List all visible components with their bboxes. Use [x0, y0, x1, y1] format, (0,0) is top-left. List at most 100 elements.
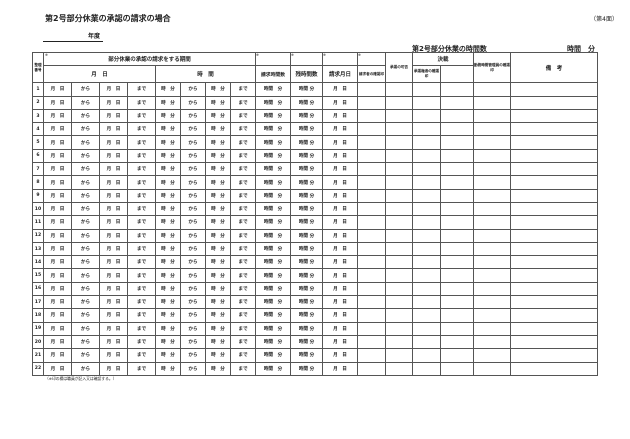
request-hours-cell[interactable]: 時間 分 [255, 295, 291, 310]
request-hours-cell[interactable]: 時間 分 [255, 201, 291, 217]
remarks-cell[interactable] [510, 215, 598, 230]
request-hours-cell[interactable]: 時間 分 [255, 348, 291, 363]
end-date-cell[interactable]: 月 日 [99, 148, 128, 164]
approver-seal-cell[interactable] [412, 122, 441, 137]
manager-seal-cell[interactable] [473, 321, 511, 336]
request-date-cell[interactable]: 月 日 [322, 215, 358, 230]
from-cell[interactable]: から [71, 295, 100, 310]
from-cell[interactable]: から [71, 361, 100, 376]
from-cell[interactable]: から [180, 348, 206, 363]
start-date-cell[interactable]: 月 日 [43, 268, 72, 283]
end-date-cell[interactable]: 月 日 [99, 361, 128, 376]
to-cell[interactable]: まで [230, 281, 256, 297]
approval-cell[interactable] [385, 215, 413, 230]
remaining-hours-cell[interactable]: 時間 分 [290, 361, 323, 376]
manager-seal-cell[interactable] [473, 188, 511, 203]
remarks-cell[interactable] [510, 255, 598, 270]
year-input-line[interactable] [43, 41, 103, 42]
start-date-cell[interactable]: 月 日 [43, 321, 72, 336]
to-cell[interactable]: まで [230, 334, 256, 350]
to-cell[interactable]: まで [127, 321, 156, 336]
request-date-cell[interactable]: 月 日 [322, 308, 358, 323]
request-hours-cell[interactable]: 時間 分 [255, 188, 291, 203]
end-time-cell[interactable]: 時 分 [205, 95, 231, 110]
approval-cell[interactable] [385, 241, 413, 257]
to-cell[interactable]: まで [230, 361, 256, 376]
manager-seal-cell[interactable] [473, 201, 511, 217]
start-date-cell[interactable]: 月 日 [43, 82, 72, 97]
request-hours-cell[interactable]: 時間 分 [255, 308, 291, 323]
end-time-cell[interactable]: 時 分 [205, 201, 231, 217]
manager-seal-cell[interactable] [473, 295, 511, 310]
to-cell[interactable]: まで [127, 201, 156, 217]
to-cell[interactable]: まで [230, 215, 256, 230]
to-cell[interactable]: まで [230, 241, 256, 257]
approver-seal-cell[interactable] [412, 241, 441, 257]
remarks-cell[interactable] [510, 308, 598, 323]
request-date-cell[interactable]: 月 日 [322, 82, 358, 97]
remarks-cell[interactable] [510, 281, 598, 297]
from-cell[interactable]: から [71, 334, 100, 350]
end-date-cell[interactable]: 月 日 [99, 255, 128, 270]
approver-seal-2-cell[interactable] [440, 122, 474, 137]
start-time-cell[interactable]: 時 分 [155, 188, 181, 203]
requester-seal-cell[interactable] [357, 95, 386, 110]
request-date-cell[interactable]: 月 日 [322, 268, 358, 283]
request-date-cell[interactable]: 月 日 [322, 108, 358, 124]
start-date-cell[interactable]: 月 日 [43, 281, 72, 297]
start-time-cell[interactable]: 時 分 [155, 122, 181, 137]
end-time-cell[interactable]: 時 分 [205, 215, 231, 230]
approver-seal-cell[interactable] [412, 162, 441, 177]
to-cell[interactable]: まで [127, 241, 156, 257]
to-cell[interactable]: まで [230, 321, 256, 336]
approval-cell[interactable] [385, 281, 413, 297]
remaining-hours-cell[interactable]: 時間 分 [290, 308, 323, 323]
approval-cell[interactable] [385, 201, 413, 217]
request-hours-cell[interactable]: 時間 分 [255, 321, 291, 336]
from-cell[interactable]: から [180, 361, 206, 376]
request-hours-cell[interactable]: 時間 分 [255, 122, 291, 137]
start-date-cell[interactable]: 月 日 [43, 348, 72, 363]
end-time-cell[interactable]: 時 分 [205, 348, 231, 363]
approver-seal-2-cell[interactable] [440, 361, 474, 376]
from-cell[interactable]: から [71, 228, 100, 243]
to-cell[interactable]: まで [127, 361, 156, 376]
start-date-cell[interactable]: 月 日 [43, 108, 72, 124]
request-date-cell[interactable]: 月 日 [322, 281, 358, 297]
approval-cell[interactable] [385, 348, 413, 363]
approver-seal-cell[interactable] [412, 334, 441, 350]
from-cell[interactable]: から [71, 281, 100, 297]
from-cell[interactable]: から [71, 135, 100, 150]
end-time-cell[interactable]: 時 分 [205, 241, 231, 257]
from-cell[interactable]: から [180, 308, 206, 323]
from-cell[interactable]: から [180, 241, 206, 257]
to-cell[interactable]: まで [127, 215, 156, 230]
start-time-cell[interactable]: 時 分 [155, 108, 181, 124]
from-cell[interactable]: から [180, 295, 206, 310]
remaining-hours-cell[interactable]: 時間 分 [290, 255, 323, 270]
from-cell[interactable]: から [180, 148, 206, 164]
request-hours-cell[interactable]: 時間 分 [255, 135, 291, 150]
approver-seal-2-cell[interactable] [440, 255, 474, 270]
remaining-hours-cell[interactable]: 時間 分 [290, 108, 323, 124]
to-cell[interactable]: まで [127, 348, 156, 363]
approver-seal-cell[interactable] [412, 108, 441, 124]
from-cell[interactable]: から [180, 188, 206, 203]
approver-seal-2-cell[interactable] [440, 334, 474, 350]
end-date-cell[interactable]: 月 日 [99, 228, 128, 243]
end-time-cell[interactable]: 時 分 [205, 281, 231, 297]
request-hours-cell[interactable]: 時間 分 [255, 148, 291, 164]
approver-seal-cell[interactable] [412, 82, 441, 97]
approver-seal-cell[interactable] [412, 135, 441, 150]
request-date-cell[interactable]: 月 日 [322, 135, 358, 150]
request-date-cell[interactable]: 月 日 [322, 361, 358, 376]
to-cell[interactable]: まで [230, 295, 256, 310]
approver-seal-cell[interactable] [412, 201, 441, 217]
remaining-hours-cell[interactable]: 時間 分 [290, 215, 323, 230]
remarks-cell[interactable] [510, 122, 598, 137]
from-cell[interactable]: から [180, 281, 206, 297]
request-date-cell[interactable]: 月 日 [322, 321, 358, 336]
end-date-cell[interactable]: 月 日 [99, 188, 128, 203]
remaining-hours-cell[interactable]: 時間 分 [290, 321, 323, 336]
remaining-hours-cell[interactable]: 時間 分 [290, 241, 323, 257]
